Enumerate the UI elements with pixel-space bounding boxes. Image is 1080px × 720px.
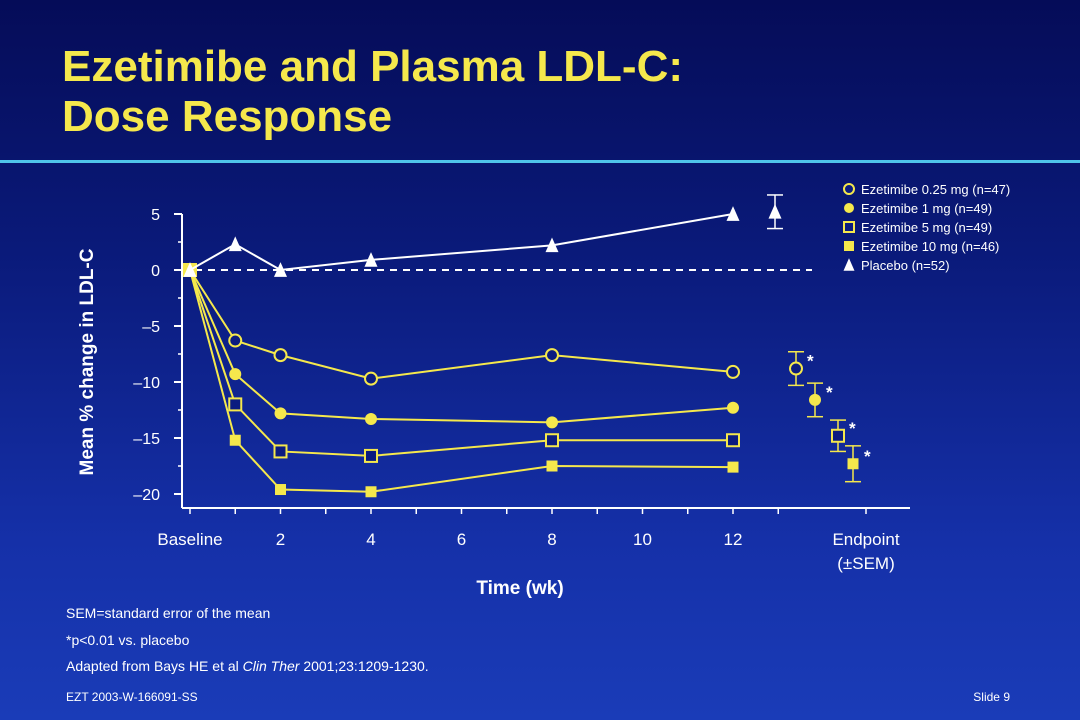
title-line-1: Ezetimibe and Plasma LDL-C: xyxy=(62,42,684,91)
series-3-point xyxy=(364,448,378,463)
series-5-point xyxy=(545,237,559,253)
series-4-point xyxy=(546,460,558,472)
endpoint-marker-5 xyxy=(768,203,782,219)
series-1-point xyxy=(228,333,243,348)
legend-marker-4 xyxy=(844,241,854,251)
series-3-point xyxy=(228,397,243,412)
x-tick-label: 4 xyxy=(366,530,375,549)
x-tick-label: 6 xyxy=(457,530,466,549)
x-tick-label: Baseline xyxy=(157,530,222,549)
series-line-5 xyxy=(189,213,734,272)
note-reference: Adapted from Bays HE et al Clin Ther 200… xyxy=(66,658,429,674)
endpoint-marker-3 xyxy=(831,428,845,443)
series-5-point xyxy=(364,252,378,267)
significance-asterisk: * xyxy=(826,383,833,402)
reference-suffix: 2001;23:1209-1230. xyxy=(299,658,429,674)
series-5-point xyxy=(183,262,197,277)
significance-asterisk: * xyxy=(807,352,814,371)
slide-number: Slide 9 xyxy=(973,690,1010,704)
series-4-point xyxy=(365,486,377,498)
series-1-point xyxy=(726,364,740,379)
title-line-2: Dose Response xyxy=(62,92,393,141)
legend-label-4: Ezetimibe 10 mg (n=46) xyxy=(861,239,999,254)
series-line-1 xyxy=(189,269,734,380)
x-axis-title: Time (wk) xyxy=(476,578,563,599)
series-line-3 xyxy=(189,269,733,457)
y-axis-title: Mean % change in LDL-C xyxy=(77,248,98,475)
note-significance: *p<0.01 vs. placebo xyxy=(66,632,190,648)
series-line-2 xyxy=(189,269,734,424)
series-1-point xyxy=(545,348,559,363)
series-2-point xyxy=(229,368,242,381)
x-tick-label: 10 xyxy=(633,530,652,549)
series-2-point xyxy=(727,401,739,414)
series-3-point xyxy=(726,433,740,448)
series-2-point xyxy=(365,412,377,425)
note-sem: SEM=standard error of the mean xyxy=(66,605,271,621)
reference-journal: Clin Ther xyxy=(242,658,300,674)
y-tick-label: –5 xyxy=(142,319,160,336)
endpoint-label: Endpoint xyxy=(832,530,899,549)
y-tick-label: –15 xyxy=(133,431,160,448)
series-5-point xyxy=(228,236,242,252)
series-4-point xyxy=(275,484,286,496)
legend-marker-1 xyxy=(843,183,855,195)
significance-asterisk: * xyxy=(849,419,856,438)
legend-label-3: Ezetimibe 5 mg (n=49) xyxy=(861,220,992,235)
legend-marker-3 xyxy=(843,221,855,233)
y-tick-label: –20 xyxy=(133,487,160,504)
footer-code: EZT 2003-W-166091-SS xyxy=(66,690,198,704)
title-divider xyxy=(0,160,1080,163)
series-3-point xyxy=(545,433,559,448)
series-line-4 xyxy=(189,269,734,493)
y-tick-label: –10 xyxy=(133,375,160,392)
legend-marker-2 xyxy=(844,203,854,213)
legend-label-1: Ezetimibe 0.25 mg (n=47) xyxy=(861,182,1010,197)
y-tick-label: 0 xyxy=(151,263,160,280)
legend-label-5: Placebo (n=52) xyxy=(861,258,950,273)
y-tick-label: 5 xyxy=(151,207,160,224)
x-tick-label: 12 xyxy=(724,530,743,549)
series-4-point xyxy=(229,434,241,446)
series-5-point xyxy=(726,206,740,221)
reference-prefix: Adapted from Bays HE et al xyxy=(66,658,243,674)
significance-asterisk: * xyxy=(864,447,871,466)
endpoint-marker-1 xyxy=(789,361,803,376)
slide-title: Ezetimibe and Plasma LDL-C: Dose Respons… xyxy=(62,42,683,142)
x-tick-label: 8 xyxy=(547,530,556,549)
series-1-point xyxy=(273,348,288,363)
endpoint-marker-4 xyxy=(847,458,859,470)
endpoint-sem-label: (±SEM) xyxy=(837,554,895,573)
endpoint-marker-2 xyxy=(809,393,821,406)
series-5-point xyxy=(274,262,287,277)
legend-marker-5 xyxy=(843,258,855,271)
series-1-point xyxy=(364,371,378,386)
legend-label-2: Ezetimibe 1 mg (n=49) xyxy=(861,201,992,216)
series-2-point xyxy=(274,407,287,420)
series-4-point xyxy=(727,461,739,473)
series-2-point xyxy=(546,416,558,429)
series-3-point xyxy=(273,444,288,459)
x-tick-label: 2 xyxy=(276,530,285,549)
